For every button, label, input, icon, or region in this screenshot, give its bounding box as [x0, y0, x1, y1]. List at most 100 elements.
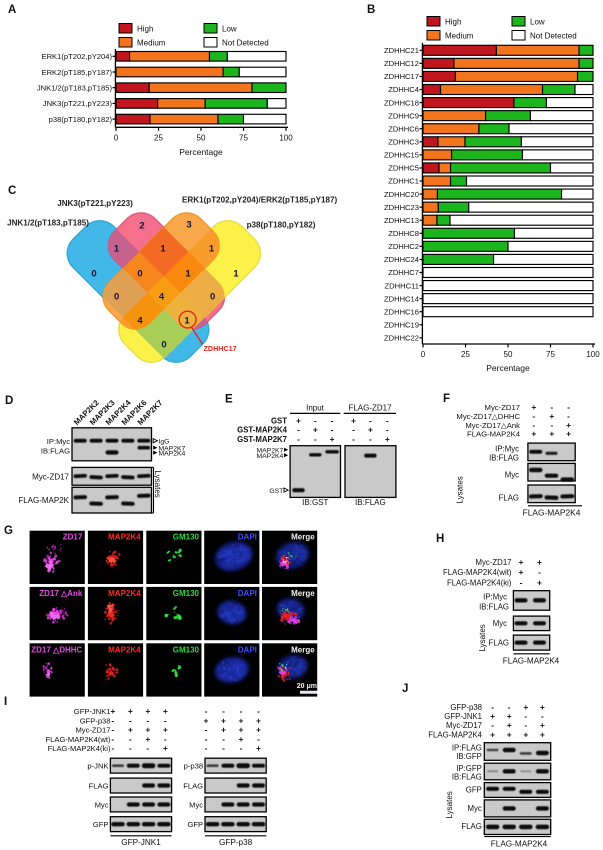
svg-text:GFP: GFP	[466, 786, 482, 795]
svg-text:G: G	[4, 525, 13, 537]
svg-text:+: +	[239, 715, 244, 725]
svg-text:3: 3	[186, 220, 191, 231]
svg-text:-: -	[222, 734, 225, 744]
svg-text:GFP: GFP	[187, 820, 203, 829]
svg-text:-: -	[550, 420, 553, 430]
svg-text:-: -	[567, 402, 570, 412]
svg-text:IgG: IgG	[159, 438, 170, 445]
svg-text:0: 0	[210, 292, 215, 303]
svg-text:FLAG-ZD17: FLAG-ZD17	[348, 404, 392, 413]
svg-text:Not Detected: Not Detected	[530, 32, 577, 41]
svg-text:-: -	[331, 425, 334, 435]
svg-text:MAP2K7: MAP2K7	[159, 445, 186, 452]
svg-text:DAPI: DAPI	[238, 645, 257, 654]
svg-text:GFP-JNK1: GFP-JNK1	[444, 712, 482, 721]
svg-text:+: +	[566, 420, 571, 430]
svg-text:0: 0	[114, 292, 119, 303]
svg-text:-: -	[538, 567, 541, 577]
svg-text:+: +	[507, 720, 512, 730]
svg-text:75: 75	[239, 133, 248, 142]
svg-text:ZDHHC19: ZDHHC19	[384, 320, 419, 329]
svg-text:-: -	[222, 706, 225, 716]
svg-text:4: 4	[137, 316, 143, 327]
svg-text:A: A	[8, 4, 16, 16]
svg-text:ZDHHC1: ZDHHC1	[388, 177, 419, 186]
svg-text:Merge: Merge	[291, 533, 315, 542]
svg-text:+: +	[239, 734, 244, 744]
svg-text:Myc: Myc	[95, 800, 109, 809]
svg-text:GST: GST	[269, 488, 283, 495]
svg-text:MAP2K4: MAP2K4	[159, 451, 186, 458]
svg-text:p-p38: p-p38	[184, 761, 203, 770]
svg-text:B: B	[367, 4, 375, 16]
svg-text:+: +	[110, 706, 115, 716]
svg-text:Myc-ZD17: Myc-ZD17	[446, 721, 482, 730]
svg-text:-: -	[532, 411, 535, 421]
svg-text:+: +	[523, 702, 528, 712]
svg-text:MAP2K4: MAP2K4	[108, 589, 141, 598]
svg-text:ZDHHC12: ZDHHC12	[384, 59, 419, 68]
svg-text:Percentage: Percentage	[179, 147, 223, 157]
svg-text:-: -	[314, 434, 317, 444]
svg-text:+: +	[540, 729, 545, 739]
svg-text:+: +	[221, 715, 226, 725]
svg-text:MAP2K4: MAP2K4	[108, 645, 141, 654]
svg-text:ZD17 △DHHC: ZD17 △DHHC	[31, 645, 82, 654]
svg-text:C: C	[8, 185, 16, 197]
svg-text:-: -	[369, 434, 372, 444]
svg-text:ZDHHC11: ZDHHC11	[385, 281, 419, 290]
svg-text:-: -	[129, 734, 132, 744]
svg-text:ZDHHC17: ZDHHC17	[204, 344, 237, 353]
svg-text:Low: Low	[222, 25, 237, 34]
svg-text:-: -	[111, 743, 114, 753]
svg-text:Myc-ZD17△Ank: Myc-ZD17△Ank	[465, 421, 520, 430]
svg-text:+: +	[549, 429, 554, 439]
svg-text:-: -	[146, 715, 149, 725]
svg-text:GM130: GM130	[173, 645, 200, 654]
svg-text:Lysates: Lysates	[445, 791, 454, 818]
svg-text:-: -	[352, 434, 355, 444]
svg-text:High: High	[445, 18, 461, 27]
svg-text:-: -	[386, 425, 389, 435]
svg-text:+: +	[256, 715, 261, 725]
svg-text:-: -	[524, 720, 527, 730]
svg-text:Percentage: Percentage	[486, 363, 530, 373]
svg-text:-: -	[331, 415, 334, 425]
svg-text:+: +	[256, 725, 261, 735]
svg-text:ZD17 △Ank: ZD17 △Ank	[39, 589, 83, 598]
svg-text:-: -	[129, 743, 132, 753]
svg-text:ZDHHC24: ZDHHC24	[384, 255, 419, 264]
svg-text:Lysates: Lysates	[153, 471, 162, 498]
svg-text:-: -	[369, 415, 372, 425]
svg-text:-: -	[257, 706, 260, 716]
svg-text:25: 25	[154, 133, 163, 142]
svg-text:ZDHHC13: ZDHHC13	[384, 216, 419, 225]
svg-text:+: +	[549, 411, 554, 421]
svg-text:FLAG: FLAG	[183, 781, 203, 790]
svg-text:FLAG-MAP2K: FLAG-MAP2K	[18, 496, 69, 505]
svg-text:+: +	[507, 729, 512, 739]
svg-text:IP:Myc: IP:Myc	[47, 437, 70, 446]
svg-text:ZDHHC7: ZDHHC7	[388, 268, 419, 277]
svg-text:50: 50	[197, 133, 206, 142]
svg-text:-: -	[129, 715, 132, 725]
svg-text:FLAG: FLAG	[489, 639, 509, 648]
svg-text:p38(pT180,pY182): p38(pT180,pY182)	[49, 115, 113, 124]
svg-text:+: +	[537, 557, 542, 567]
svg-text:JNK3(pT221,pY223): JNK3(pT221,pY223)	[57, 199, 133, 208]
svg-text:-: -	[205, 734, 208, 744]
svg-text:ZDHHC18: ZDHHC18	[384, 98, 419, 107]
svg-text:+: +	[145, 725, 150, 735]
svg-text:IP:Myc: IP:Myc	[495, 445, 519, 454]
svg-text:FLAG-MAP2K4(ki): FLAG-MAP2K4(ki)	[48, 744, 111, 753]
svg-text:Low: Low	[530, 18, 545, 27]
svg-text:Myc-ZD17: Myc-ZD17	[476, 558, 512, 567]
svg-text:ZDHHC17: ZDHHC17	[384, 72, 419, 81]
svg-text:ZDHHC6: ZDHHC6	[388, 124, 419, 133]
svg-text:+: +	[385, 434, 390, 444]
svg-text:FLAG-MAP2K4: FLAG-MAP2K4	[467, 430, 521, 439]
svg-text:FLAG: FLAG	[461, 822, 481, 831]
svg-text:+: +	[145, 734, 150, 744]
svg-text:IB:FLAG: IB:FLAG	[41, 446, 70, 455]
svg-text:-: -	[257, 734, 260, 744]
